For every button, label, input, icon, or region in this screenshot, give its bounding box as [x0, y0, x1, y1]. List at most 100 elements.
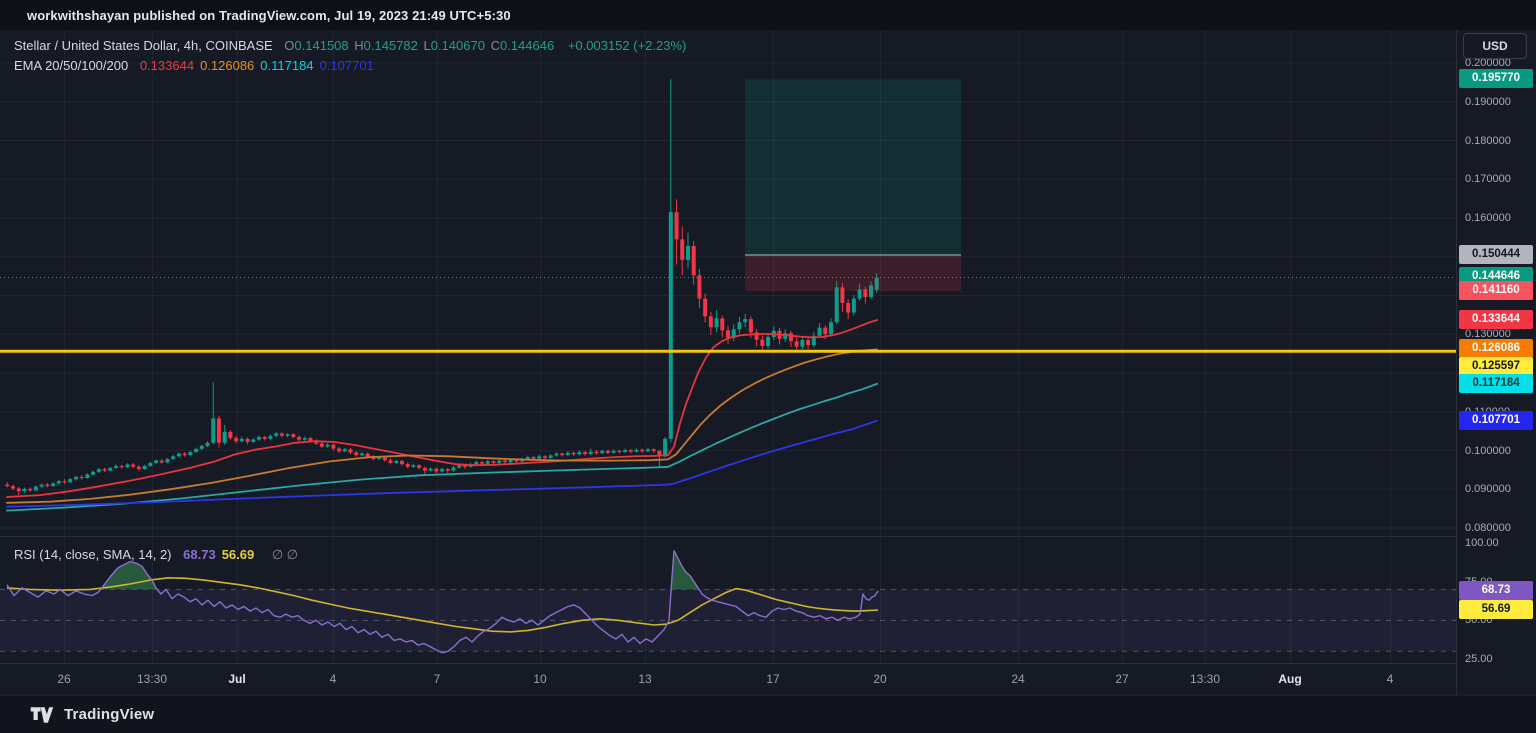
candle-body [142, 466, 147, 470]
ohlc-value: 0.145782 [363, 38, 422, 53]
candle-body [640, 449, 645, 452]
candle-body [102, 469, 107, 471]
time-tick: 26 [57, 672, 71, 686]
candle-body [194, 448, 199, 453]
candle-body [113, 466, 118, 468]
candles-group [5, 79, 879, 496]
candle-body [239, 438, 244, 442]
price-tick: 0.200000 [1465, 57, 1511, 69]
candle-body [308, 438, 313, 441]
candle-body [445, 469, 450, 471]
candle-body [291, 434, 296, 437]
candle-body [491, 461, 496, 463]
candle-body [182, 453, 187, 456]
candle-body [548, 455, 553, 458]
ohlc-value: 0.144646 [499, 38, 558, 53]
rsi-line [6, 549, 879, 654]
candle-body [594, 451, 599, 454]
price-tick: 0.180000 [1465, 134, 1511, 147]
candle-body [22, 488, 27, 492]
price-label-badge: 0.141160 [1459, 281, 1533, 300]
long-position-tool[interactable] [745, 79, 961, 292]
candle-body [588, 451, 593, 454]
candle-body [342, 449, 347, 452]
candle-body [811, 335, 816, 346]
candle-body [531, 457, 536, 459]
position-profit-zone [745, 79, 961, 256]
price-tick: 0.080000 [1465, 522, 1511, 534]
price-chart-pane[interactable] [0, 30, 1456, 536]
candle-body [806, 340, 811, 346]
candle-body [565, 452, 570, 456]
candle-body [828, 322, 833, 335]
ema-line-1 [6, 319, 878, 498]
candle-body [285, 434, 290, 436]
candle-body [176, 453, 181, 457]
candle-body [165, 459, 170, 463]
candle-body [851, 298, 856, 313]
rsi-pane[interactable] [0, 536, 1456, 663]
symbol-title: Stellar / United States Dollar, 4h, COIN… [14, 38, 273, 53]
time-scale[interactable]: 26 13:30 Jul 4 7 10 13 17 20 24 27 13:30 Aug 4 [0, 663, 1456, 695]
candle-body [279, 433, 284, 436]
candle-body [274, 433, 279, 436]
candle-body [663, 438, 668, 457]
candle-body [731, 329, 736, 338]
candle-body [73, 476, 78, 480]
candle-body [365, 453, 370, 457]
pane-divider[interactable] [0, 536, 1456, 537]
candle-body [737, 322, 742, 330]
candle-body [422, 467, 427, 471]
candle-body [228, 431, 233, 439]
candle-body [337, 448, 342, 452]
currency-button[interactable]: USD [1463, 33, 1527, 59]
candle-body [85, 474, 90, 479]
price-label-badge: 0.107701 [1459, 410, 1533, 430]
candle-body [726, 330, 731, 338]
candle-body [148, 462, 153, 466]
price-tick: 0.100000 [1465, 444, 1511, 457]
rsi-legend-title: RSI (14, close, SMA, 14, 2) [14, 547, 172, 562]
candle-body [56, 481, 61, 484]
price-tick: 0.190000 [1465, 95, 1511, 108]
candle-body [5, 484, 10, 487]
time-tick: 10 [533, 672, 547, 686]
change-value: +0.003152 (+2.23%) [567, 38, 687, 53]
rsi-tick: 25.00 [1465, 653, 1493, 665]
candle-body [474, 462, 479, 465]
candle-body [497, 460, 502, 463]
candle-body [16, 488, 21, 492]
candle-body [159, 460, 164, 463]
time-tick: 13:30 [1189, 672, 1221, 686]
rsi-band [0, 589, 1456, 652]
candle-body [525, 457, 530, 460]
candle-body [91, 471, 96, 475]
price-scale[interactable]: USD 0.200000 0.190000 0.180000 0.170000 0.16… [1456, 30, 1536, 695]
candle-body [634, 449, 639, 452]
footer-brand[interactable]: TradingView [64, 706, 155, 723]
candle-body [863, 289, 868, 298]
candle-body [417, 465, 422, 468]
candle-body [605, 450, 610, 453]
candle-body [691, 245, 696, 276]
price-tick: 0.170000 [1465, 173, 1511, 186]
candle-body [440, 469, 445, 472]
ohlc-key: O [284, 38, 295, 53]
candle-body [108, 467, 113, 471]
position-loss-zone [745, 255, 961, 292]
candle-body [125, 464, 130, 468]
candle-body [96, 469, 101, 472]
time-tick: 4 [1386, 672, 1394, 686]
ohlc-key: L [423, 38, 431, 53]
candle-body [354, 452, 359, 456]
rsi-sma-line [6, 576, 879, 633]
candle-body [405, 464, 410, 467]
candle-body [571, 452, 576, 455]
candle-body [817, 327, 822, 336]
candle-body [394, 460, 399, 463]
tradingview-logo-icon[interactable] [30, 706, 54, 724]
candle-body [319, 443, 324, 447]
candle-body [577, 452, 582, 455]
candle-body [188, 452, 193, 456]
candle-body [480, 462, 485, 464]
